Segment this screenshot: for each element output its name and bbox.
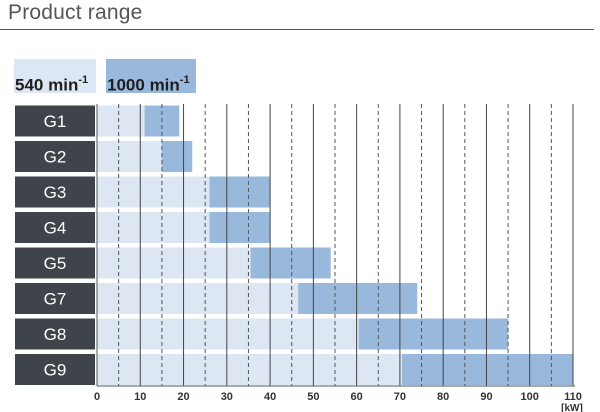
legend-swatch-1000 xyxy=(106,59,196,93)
category-label-g2: G2 xyxy=(44,148,67,167)
title-divider xyxy=(0,29,594,30)
bar-1000-g3 xyxy=(209,176,271,208)
grid-lines xyxy=(96,104,575,387)
x-axis-ticks: 0 10 20 30 40 50 60 70 80 90 100 110[kW] xyxy=(94,391,583,412)
x-tick-label-80: 80 xyxy=(437,391,449,403)
category-box-g3 xyxy=(15,176,95,208)
category-box-g4 xyxy=(15,212,95,243)
x-tick-label-90: 90 xyxy=(480,391,492,403)
x-tick-label-50: 50 xyxy=(307,391,319,403)
category-box-g1 xyxy=(15,105,95,137)
category-label-g9: G9 xyxy=(44,361,67,380)
legend-540-value: 540 xyxy=(15,75,44,95)
category-box-g7 xyxy=(15,283,95,314)
category-box-g2 xyxy=(15,141,95,172)
x-tick-label-10: 10 xyxy=(134,391,146,403)
bar-1000-g5 xyxy=(250,247,331,279)
x-tick-label-60: 60 xyxy=(351,391,363,403)
legend-540-unit: min xyxy=(48,75,79,95)
legend-1000-unit: min xyxy=(149,75,180,95)
category-label-g1: G1 xyxy=(44,112,67,131)
category-label-g8: G8 xyxy=(44,325,67,344)
bar-1000-g9 xyxy=(402,354,573,385)
x-tick-label-110: 110 xyxy=(564,391,582,403)
x-tick-label-70: 70 xyxy=(394,391,406,403)
legend-540-exp: -1 xyxy=(78,74,89,86)
category-label-g4: G4 xyxy=(44,219,67,238)
legend-1000-value: 1000 xyxy=(107,75,145,95)
category-label-g3: G3 xyxy=(44,183,67,202)
x-axis-unit-label: [kW] xyxy=(561,403,583,412)
bar-1000-g8 xyxy=(358,318,509,350)
legend-label-540: 540 min-1 xyxy=(15,74,89,96)
category-box-g8 xyxy=(15,318,95,350)
x-tick-label-30: 30 xyxy=(221,391,233,403)
legend-label-1000: 1000 min-1 xyxy=(107,74,190,96)
series-1000-group xyxy=(144,105,573,385)
legend-swatch-540 xyxy=(14,59,96,93)
x-tick-label-20: 20 xyxy=(177,391,189,403)
category-label-g5: G5 xyxy=(44,254,67,273)
page-title: Product range xyxy=(8,1,143,24)
legend-1000-exp: -1 xyxy=(179,74,190,86)
bar-1000-g4 xyxy=(209,212,271,243)
bar-1000-g7 xyxy=(298,283,418,314)
x-tick-label-100: 100 xyxy=(521,391,539,403)
category-box-g9 xyxy=(15,354,95,385)
x-tick-label-40: 40 xyxy=(264,391,276,403)
category-box-g5 xyxy=(15,247,95,279)
category-label-g7: G7 xyxy=(44,290,67,309)
bar-1000-g2 xyxy=(161,141,193,172)
category-labels: G1 G2 G3 G4 G5 G7 G8 G9 xyxy=(15,105,95,385)
x-tick-label-0: 0 xyxy=(94,391,100,403)
